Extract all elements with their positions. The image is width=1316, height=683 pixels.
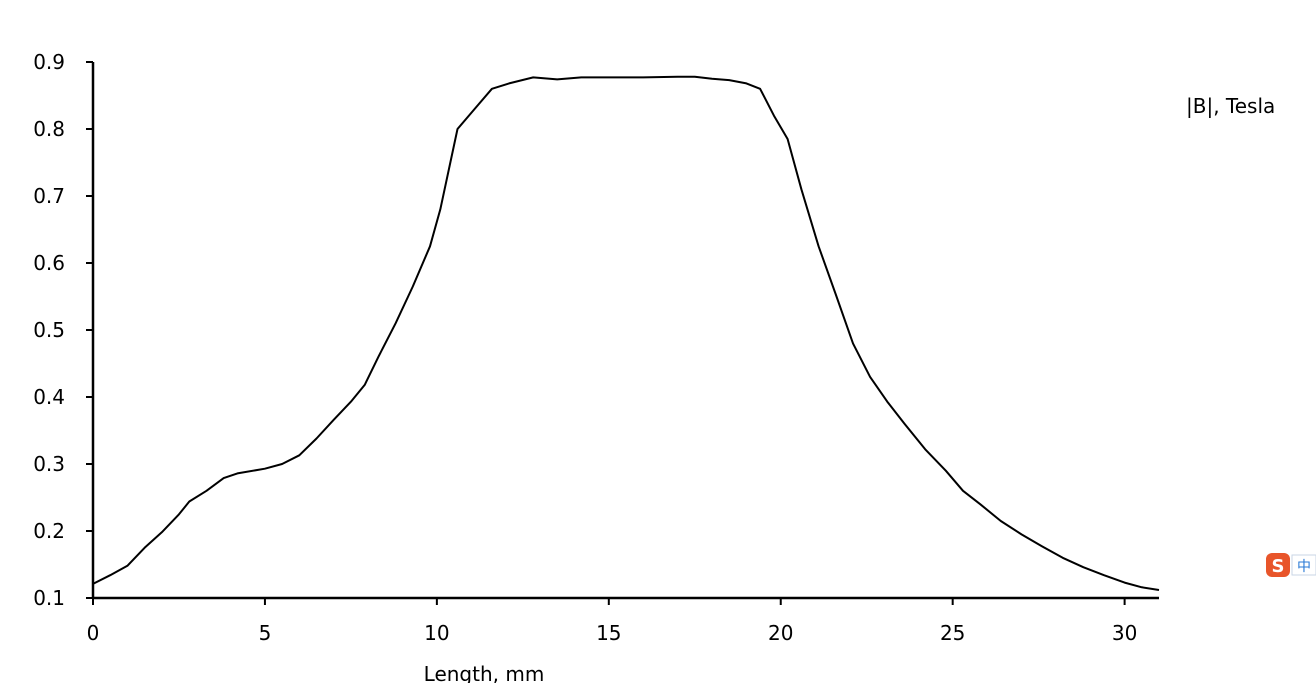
- x-tick-label: 5: [259, 621, 272, 645]
- svg-text:中: 中: [1297, 559, 1311, 575]
- x-axis-title: Length, mm: [424, 662, 545, 683]
- x-axis-ticks: 0 5 10 15 20 25 30: [87, 598, 1137, 645]
- y-tick-label: 0.4: [33, 385, 65, 409]
- y-tick-label: 0.2: [33, 519, 65, 543]
- y-tick-label: 0.7: [33, 184, 65, 208]
- y-tick-label: 0.6: [33, 251, 65, 275]
- y-tick-label: 0.5: [33, 318, 65, 342]
- y-tick-label: 0.3: [33, 452, 65, 476]
- x-tick-label: 20: [768, 621, 793, 645]
- y-tick-label: 0.1: [33, 586, 65, 610]
- x-tick-label: 30: [1112, 621, 1137, 645]
- y-axis-ticks: 0.1 0.2 0.3 0.4 0.5 0.6 0.7 0.8 0.9: [33, 50, 93, 610]
- y-tick-label: 0.8: [33, 117, 65, 141]
- x-tick-label: 15: [596, 621, 621, 645]
- x-tick-label: 25: [940, 621, 965, 645]
- x-tick-label: 0: [87, 621, 100, 645]
- svg-text:S: S: [1272, 556, 1285, 577]
- ime-status-icon[interactable]: S 中: [1265, 551, 1316, 579]
- y-tick-label: 0.9: [33, 50, 65, 74]
- series-line-b-field: [92, 75, 1160, 591]
- series-label: |B|, Tesla: [1186, 94, 1275, 118]
- x-tick-label: 10: [424, 621, 449, 645]
